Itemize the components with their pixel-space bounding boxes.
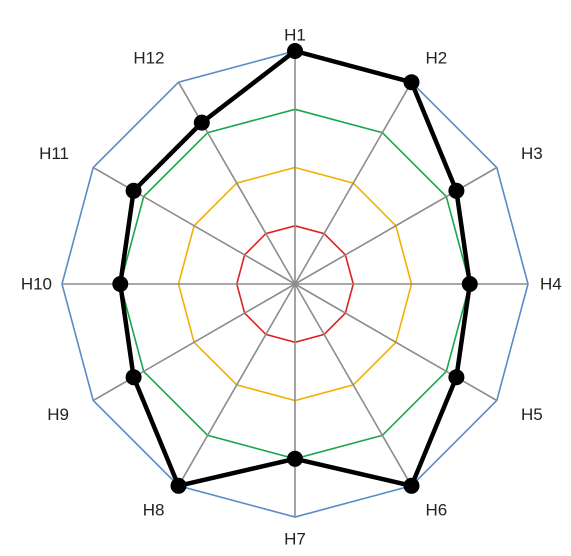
axis-label-h3: H3 (521, 144, 543, 163)
data-point-h1 (287, 43, 303, 59)
spoke-h12 (177, 81, 296, 285)
data-point-h4 (461, 276, 478, 292)
spoke-grid (62, 51, 528, 517)
spoke-h6 (294, 283, 413, 487)
axis-label-h9: H9 (47, 405, 69, 424)
data-point-h9 (125, 369, 142, 386)
data-point-h10 (112, 276, 129, 292)
data-point-h7 (287, 450, 303, 467)
axis-label-h7: H7 (284, 530, 306, 549)
axis-label-h1: H1 (284, 26, 306, 45)
data-point-h5 (448, 369, 465, 386)
spoke-h8 (177, 283, 296, 487)
series-group (112, 43, 478, 494)
axis-label-h8: H8 (143, 501, 165, 520)
spoke-h2 (294, 81, 413, 285)
axis-labels: H1 H2 H3 H4 H5 H6 H7 H8 H9 H10 H11 H12 (21, 26, 562, 549)
data-point-h8 (170, 477, 187, 494)
axis-label-h4: H4 (540, 275, 562, 294)
data-point-h3 (448, 182, 465, 199)
axis-label-h2: H2 (426, 49, 448, 68)
data-point-h12 (193, 114, 210, 131)
axis-label-h6: H6 (426, 501, 448, 520)
data-point-h11 (125, 182, 142, 199)
axis-label-h12: H12 (133, 49, 164, 68)
data-point-h6 (403, 477, 420, 494)
axis-label-h11: H11 (39, 144, 69, 163)
axis-label-h10: H10 (21, 275, 52, 294)
data-point-h2 (403, 74, 420, 91)
axis-label-h5: H5 (521, 405, 543, 424)
